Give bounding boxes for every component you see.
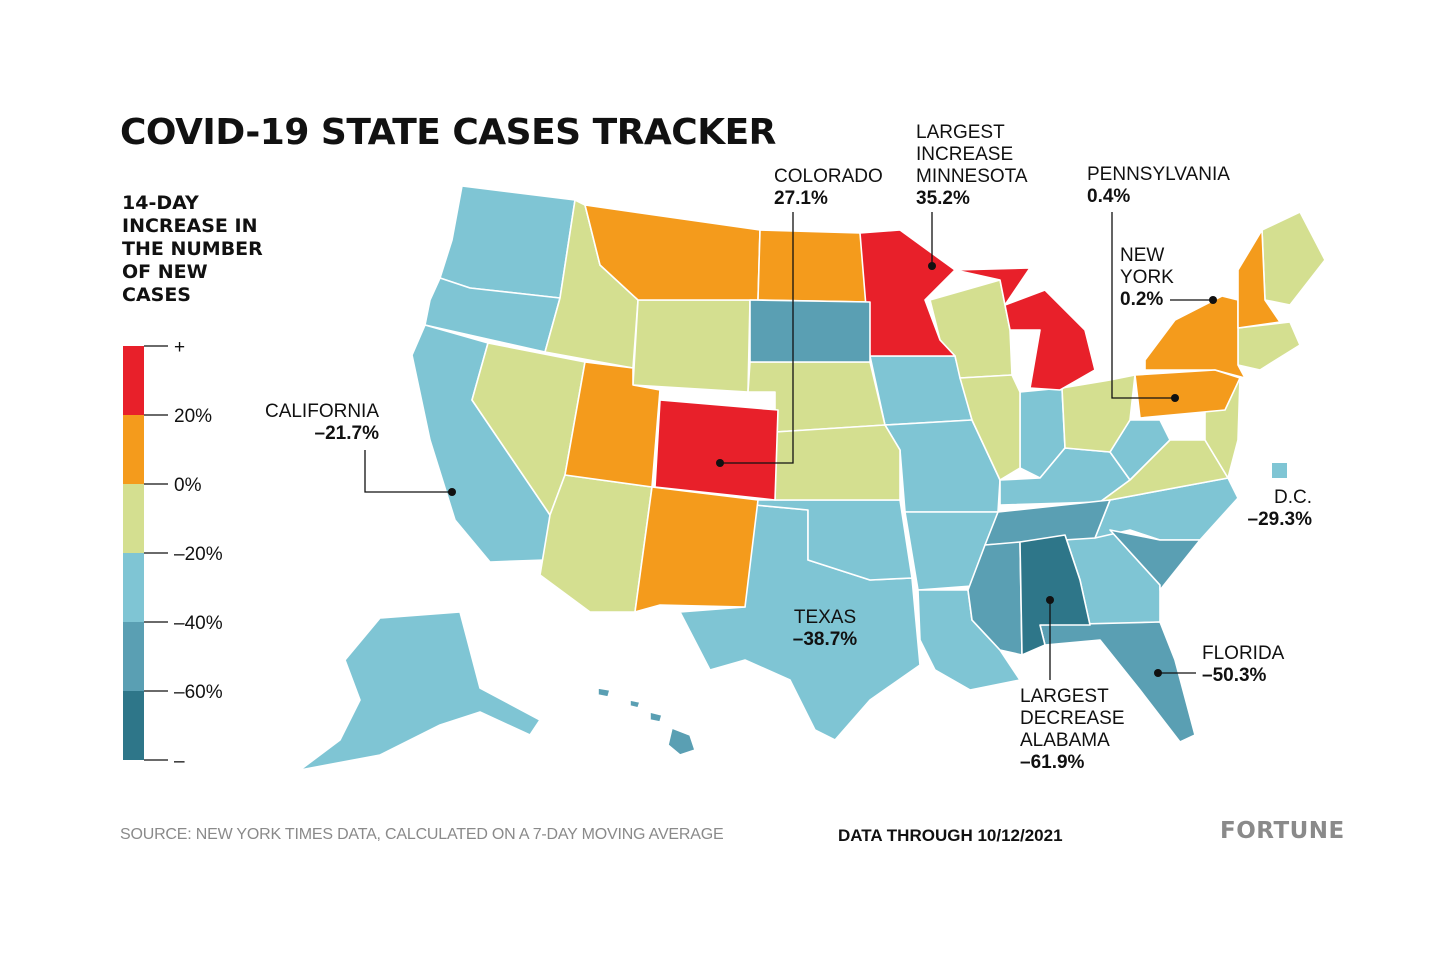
map-title: COVID-19 STATE CASES TRACKER — [120, 112, 776, 153]
annotation-new-york: NEW YORK 0.2% — [1120, 245, 1174, 311]
legend-bin-red — [123, 346, 144, 415]
legend-bin-mid-blue — [123, 622, 144, 691]
alabama-dot — [1046, 596, 1054, 604]
state-minnesota — [859, 229, 956, 357]
legend-bin-yellow — [123, 484, 144, 553]
legend-title-line: OF NEW — [122, 261, 208, 283]
state-kansas — [774, 424, 901, 501]
state-pennsylvania — [1134, 369, 1241, 419]
state-washington — [439, 185, 576, 299]
state-value: 0.2% — [1120, 289, 1164, 310]
new-york-dot — [1209, 296, 1217, 304]
state-illinois — [959, 374, 1021, 481]
annotation-dc: D.C. –29.3% — [1230, 487, 1312, 531]
state-name: ALABAMA — [1020, 730, 1110, 751]
state-alaska — [299, 611, 541, 771]
state-name: COLORADO — [774, 166, 883, 187]
state-new-mexico — [634, 486, 759, 613]
annotation-minnesota: LARGEST INCREASE MINNESOTA 35.2% — [916, 122, 1028, 210]
state-value: –50.3% — [1202, 665, 1267, 686]
state-name: CALIFORNIA — [264, 401, 379, 422]
annotation-label: LARGEST — [1020, 686, 1109, 707]
state-utah — [564, 361, 661, 488]
annotation-pennsylvania: PENNSYLVANIA 0.4% — [1087, 164, 1230, 208]
state-new-england-south — [1237, 321, 1301, 371]
colorado-leader — [720, 212, 794, 464]
state-new-york — [1144, 295, 1246, 379]
state-maine — [1261, 211, 1326, 306]
annotation-label: INCREASE — [916, 144, 1014, 165]
leader-lines — [364, 212, 1213, 680]
legend-title-line: 14-DAY — [122, 192, 199, 214]
legend-color-bar: + 20% 0% –20% –40% –60% – — [123, 337, 223, 772]
state-value: 27.1% — [774, 188, 828, 209]
state-value: –61.9% — [1020, 752, 1085, 773]
annotation-label: DECREASE — [1020, 708, 1125, 729]
annotation-texas: TEXAS –38.7% — [780, 607, 870, 651]
state-south-carolina — [1109, 529, 1201, 591]
state-arizona — [539, 474, 653, 613]
state-hawaii-islands — [597, 687, 663, 723]
state-alabama — [1019, 534, 1091, 656]
state-value: –29.3% — [1247, 509, 1312, 530]
minnesota-dot — [928, 262, 936, 270]
legend-tick: 20% — [174, 406, 212, 427]
legend-tick: + — [174, 337, 185, 358]
state-hawaii-big — [667, 727, 696, 756]
state-value: 0.4% — [1087, 186, 1131, 207]
state-ohio — [1061, 374, 1136, 453]
colorado-dot — [716, 459, 724, 467]
legend-tick: 0% — [174, 475, 202, 496]
source-note: SOURCE: NEW YORK TIMES DATA, CALCULATED … — [120, 826, 724, 843]
state-dc-marker — [1272, 463, 1287, 478]
state-florida — [1039, 621, 1196, 743]
state-name: MINNESOTA — [916, 166, 1028, 187]
state-wyoming — [632, 299, 751, 393]
legend-tick: –20% — [174, 544, 223, 565]
legend-title-line: CASES — [122, 284, 191, 306]
legend-bin-orange — [123, 415, 144, 484]
state-tennessee — [984, 499, 1111, 546]
pennsylvania-leader — [1111, 212, 1175, 399]
leader-dots — [448, 262, 1217, 677]
state-montana — [584, 204, 761, 301]
states — [299, 185, 1326, 771]
florida-dot — [1154, 669, 1162, 677]
legend-tick: – — [174, 751, 185, 772]
annotation-california: CALIFORNIA –21.7% — [262, 401, 379, 445]
state-name: PENNSYLVANIA — [1087, 164, 1230, 185]
state-north-dakota — [757, 229, 871, 303]
annotation-florida: FLORIDA –50.3% — [1202, 643, 1284, 687]
state-south-dakota — [749, 299, 871, 363]
annotation-label: LARGEST — [916, 122, 1005, 143]
legend-title: 14-DAY INCREASE IN THE NUMBER OF NEW CAS… — [122, 192, 282, 307]
state-vermont-nh — [1237, 229, 1281, 329]
fortune-logo: FORTUNE — [1220, 818, 1345, 844]
state-value: –38.7% — [792, 629, 858, 650]
legend-bin-light-blue — [123, 553, 144, 622]
state-name: NEW — [1120, 245, 1165, 266]
legend-title-line: INCREASE IN — [122, 215, 258, 237]
state-name: FLORIDA — [1202, 643, 1285, 664]
annotation-alabama: LARGEST DECREASE ALABAMA –61.9% — [1020, 686, 1125, 774]
state-michigan — [954, 267, 1096, 391]
annotation-colorado: COLORADO 27.1% — [774, 166, 883, 210]
california-leader — [364, 450, 452, 493]
california-dot — [448, 488, 456, 496]
state-name: TEXAS — [793, 607, 857, 628]
data-through-date: DATA THROUGH 10/12/2021 — [838, 826, 1063, 845]
state-value: –21.7% — [314, 423, 379, 444]
pennsylvania-dot — [1171, 394, 1179, 402]
state-colorado — [654, 399, 779, 501]
legend-tick: –40% — [174, 613, 223, 634]
legend-bin-dark-blue — [123, 691, 144, 760]
state-name: YORK — [1120, 267, 1174, 288]
state-value: 35.2% — [916, 188, 970, 209]
legend-title-line: THE NUMBER — [122, 238, 263, 260]
state-virginia — [1099, 439, 1229, 503]
legend-tick: –60% — [174, 682, 223, 703]
state-oklahoma — [754, 499, 913, 581]
state-name: D.C. — [1274, 487, 1312, 508]
